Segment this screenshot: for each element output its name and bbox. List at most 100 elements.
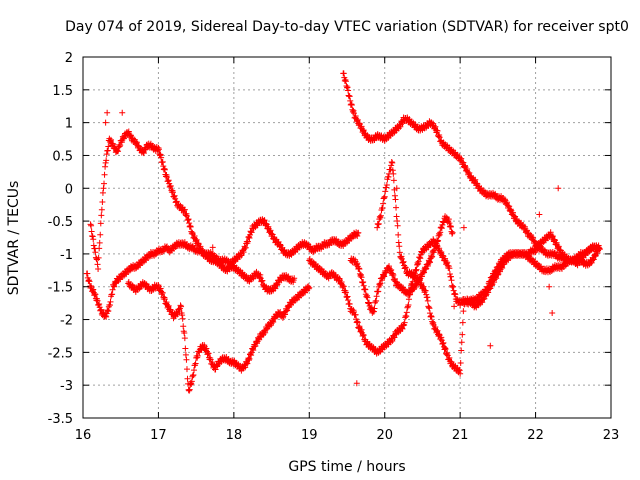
- data-point: [373, 297, 380, 304]
- data-point: [155, 144, 162, 151]
- data-point: [375, 288, 382, 295]
- data-point: [356, 120, 363, 127]
- data-point: [246, 355, 253, 362]
- data-point: [491, 279, 498, 286]
- data-point: [401, 265, 408, 272]
- data-point: [534, 245, 541, 252]
- data-point: [352, 311, 359, 318]
- data-point: [426, 259, 433, 266]
- data-point: [370, 308, 377, 315]
- plot-frame: [82, 56, 612, 419]
- data-point: [267, 227, 274, 234]
- data-point: [205, 350, 212, 357]
- y-tick-label: -1.5: [48, 281, 73, 296]
- data-point: [547, 229, 554, 236]
- data-point: [447, 223, 454, 230]
- data-point: [85, 277, 92, 284]
- data-point: [354, 319, 361, 326]
- data-point: [190, 371, 197, 378]
- data-point: [451, 290, 458, 297]
- data-point: [182, 351, 189, 358]
- data-point: [246, 235, 253, 242]
- series-track-c: [125, 278, 313, 394]
- data-point: [450, 287, 457, 294]
- data-point: [428, 252, 435, 259]
- data-point: [364, 294, 371, 301]
- data-points: [83, 70, 603, 394]
- data-point: [374, 224, 381, 231]
- data-point: [551, 236, 558, 243]
- data-point: [435, 237, 442, 244]
- data-point: [388, 159, 395, 166]
- data-point: [99, 198, 106, 205]
- data-point: [389, 270, 396, 277]
- data-point: [127, 132, 134, 139]
- data-point: [245, 357, 252, 364]
- data-point: [362, 286, 369, 293]
- data-point: [340, 283, 347, 290]
- x-axis-ticks: 16 17 18 19 20 21 22 23: [75, 57, 619, 443]
- data-point: [291, 275, 298, 282]
- data-point: [173, 198, 180, 205]
- data-point: [244, 238, 251, 245]
- data-point: [183, 213, 190, 220]
- data-point: [423, 291, 430, 298]
- data-point: [396, 243, 403, 250]
- data-point: [450, 283, 457, 290]
- data-point: [434, 238, 441, 245]
- data-point: [458, 155, 465, 162]
- data-point: [95, 265, 102, 272]
- data-point: [449, 282, 456, 289]
- data-point: [446, 354, 453, 361]
- data-point: [186, 220, 193, 227]
- data-point: [392, 196, 399, 203]
- data-point: [431, 246, 438, 253]
- data-point: [174, 311, 181, 318]
- data-point: [102, 312, 109, 319]
- data-point: [261, 217, 268, 224]
- data-point: [159, 289, 166, 296]
- data-point: [428, 254, 435, 261]
- data-point: [394, 222, 401, 229]
- data-point: [415, 258, 422, 265]
- data-point: [256, 336, 263, 343]
- data-point: [98, 212, 105, 219]
- data-point: [96, 301, 103, 308]
- data-point: [380, 200, 387, 207]
- data-point: [555, 243, 562, 250]
- data-point: [101, 180, 108, 187]
- data-point: [169, 189, 176, 196]
- y-tick-label: 0.5: [52, 149, 73, 164]
- data-point: [344, 293, 351, 300]
- data-point: [425, 304, 432, 311]
- data-point: [140, 150, 147, 157]
- data-point: [284, 307, 291, 314]
- data-point: [436, 331, 443, 338]
- data-point: [106, 302, 113, 309]
- data-point: [472, 176, 479, 183]
- data-point: [98, 206, 105, 213]
- data-point: [442, 345, 449, 352]
- data-point: [167, 306, 174, 313]
- data-point: [390, 170, 397, 177]
- data-point: [360, 278, 367, 285]
- data-point: [99, 189, 106, 196]
- data-point: [157, 285, 164, 292]
- data-point: [181, 206, 188, 213]
- data-point: [102, 159, 109, 166]
- x-tick-label: 18: [226, 428, 243, 443]
- series-track-g: [347, 213, 456, 316]
- data-point: [447, 273, 454, 280]
- data-point: [456, 366, 463, 373]
- x-tick-label: 21: [452, 428, 469, 443]
- data-point: [88, 222, 95, 229]
- data-point: [240, 249, 247, 256]
- data-point: [259, 277, 266, 284]
- data-point: [190, 367, 197, 374]
- outlier-point: [393, 185, 400, 192]
- y-tick-label: 2: [65, 51, 73, 66]
- data-point: [109, 140, 116, 147]
- data-point: [434, 127, 441, 134]
- data-point: [422, 287, 429, 294]
